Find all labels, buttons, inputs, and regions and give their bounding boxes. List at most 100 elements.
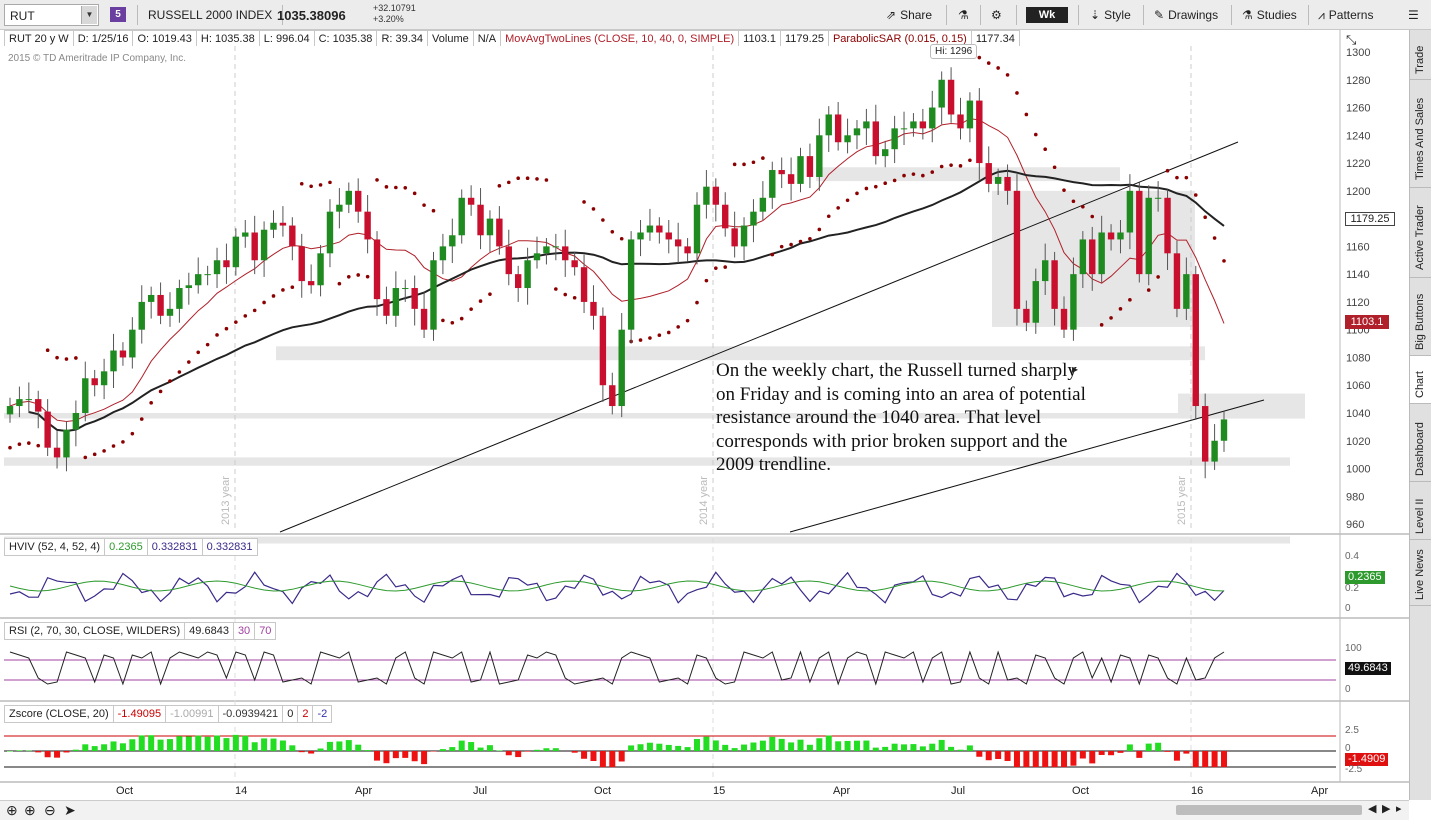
candle-body: [863, 121, 870, 129]
x-label: 15: [713, 785, 726, 797]
candle-body: [72, 412, 80, 430]
symbol-selector[interactable]: RUT ▼: [4, 4, 99, 26]
price-tick-label: 1160: [1346, 241, 1370, 253]
pencil-icon: ✎: [1154, 8, 1165, 22]
drawings-button[interactable]: ✎ Drawings: [1154, 5, 1218, 25]
tab-active-trader[interactable]: Active Trader: [1410, 188, 1431, 278]
candle-body: [411, 288, 418, 309]
tab-live-news[interactable]: Live News: [1410, 540, 1431, 606]
zscore-bar: [891, 743, 898, 751]
link-group-badge[interactable]: 5: [110, 7, 126, 22]
settings-button[interactable]: ⚙: [991, 5, 1006, 25]
sar-dot: [17, 442, 22, 447]
sar-value: 1177.34: [970, 30, 1020, 48]
style-button[interactable]: ⇣ Style: [1090, 5, 1131, 25]
candle-body: [1117, 232, 1124, 240]
zoom-in-icon[interactable]: ⊕: [24, 802, 36, 818]
zscore-bar: [166, 739, 173, 751]
hviv-value-3: 0.332831: [201, 538, 258, 556]
sar-dot: [403, 185, 408, 190]
candle-body: [336, 204, 343, 212]
candle-body: [674, 239, 682, 247]
sar-dot: [55, 355, 59, 360]
aggregation-button[interactable]: Wk: [1026, 7, 1068, 23]
candle-body: [166, 308, 174, 316]
candle-body: [355, 190, 362, 212]
candle-body: [364, 211, 371, 240]
candle-body: [919, 121, 927, 129]
chart-period[interactable]: RUT 20 y W: [4, 30, 74, 48]
collapse-icon[interactable]: ⤡: [1346, 32, 1357, 47]
x-label: Oct: [594, 785, 612, 797]
zscore-bar: [477, 747, 484, 751]
candle-body: [590, 301, 597, 316]
candle-body: [562, 246, 569, 261]
zscore-bar: [1070, 751, 1077, 766]
toolbar-divider: [1231, 5, 1232, 25]
zscore-value-1: -1.49095: [112, 705, 167, 723]
sar-dot: [1005, 73, 1010, 77]
zscore-bar: [223, 738, 230, 751]
share-button[interactable]: ⇗ Share: [886, 5, 932, 25]
chart-annotation[interactable]: On the weekly chart, the Russell turned …: [716, 360, 1086, 475]
zscore-bar: [731, 748, 738, 751]
menu-button[interactable]: ☰: [1408, 5, 1423, 25]
scroll-right-icon[interactable]: ▶: [1382, 803, 1391, 815]
candle-body: [345, 190, 352, 205]
studies-button[interactable]: ⚗ Studies: [1242, 5, 1297, 25]
scroll-end-icon[interactable]: ▸: [1396, 803, 1402, 815]
tab-chart[interactable]: Chart: [1410, 356, 1431, 404]
change-absolute: +32.10791: [373, 3, 416, 13]
slow-ma-badge: 1179.25: [1345, 212, 1395, 226]
flask-button[interactable]: ⚗: [958, 5, 973, 25]
cursor-icon[interactable]: ➤: [64, 802, 76, 818]
chevron-down-icon[interactable]: ▼: [81, 6, 97, 24]
year-label-2013: 2013 year: [220, 476, 232, 525]
zoom-reset-icon[interactable]: ⊕: [6, 802, 18, 818]
zscore-bar: [844, 740, 851, 751]
zoom-out-icon[interactable]: ⊖: [44, 802, 56, 818]
tab-times-and-sales[interactable]: Times And Sales: [1410, 80, 1431, 188]
zscore-bar: [1192, 751, 1199, 768]
zscore-bar: [1136, 751, 1143, 758]
candle-body: [477, 204, 484, 236]
rsi-study-label[interactable]: RSI (2, 70, 30, CLOSE, WILDERS): [4, 622, 186, 640]
zscore-badge: -1.4909: [1345, 753, 1389, 766]
zscore-bar: [185, 736, 192, 751]
toolbar-divider: [1078, 5, 1079, 25]
tab-big-buttons[interactable]: Big Buttons: [1410, 278, 1431, 356]
sar-dot: [714, 266, 718, 270]
x-label: Apr: [1311, 785, 1329, 797]
zscore-bar: [1089, 751, 1096, 764]
hviv-study-label[interactable]: HVIV (52, 4, 52, 4): [4, 538, 106, 556]
sar-dot: [1033, 132, 1038, 137]
sar-dot: [488, 292, 492, 296]
tab-trade[interactable]: Trade: [1410, 30, 1431, 80]
candle-body: [1032, 281, 1039, 323]
candle-body: [900, 128, 908, 130]
zscore-study-label[interactable]: Zscore (CLOSE, 20): [4, 705, 114, 723]
patterns-button[interactable]: ⩘ Patterns: [1318, 5, 1373, 25]
zscore-bar: [599, 751, 606, 768]
zscore-bar: [336, 741, 343, 751]
zscore-bar: [458, 740, 465, 751]
zscore-bar: [901, 744, 908, 751]
sar-dot: [187, 360, 191, 364]
horizontal-scrollbar[interactable]: [1176, 805, 1362, 815]
sar-dot: [497, 184, 502, 188]
tab-level-ii[interactable]: Level II: [1410, 482, 1431, 540]
zscore-bar: [741, 744, 748, 751]
scroll-left-icon[interactable]: ◀: [1368, 803, 1377, 815]
candle-body: [326, 211, 334, 254]
sar-dot: [695, 300, 699, 305]
candle-body: [853, 128, 861, 136]
sar-dot: [356, 273, 361, 277]
sar-dot: [1090, 214, 1095, 219]
sar-dot: [262, 300, 266, 305]
zscore-value-2: -1.00991: [165, 705, 219, 723]
sar-dot: [8, 445, 12, 450]
candle-body: [514, 274, 522, 289]
sar-dot: [855, 191, 859, 196]
sar-dot: [281, 288, 285, 292]
tab-dashboard[interactable]: Dashboard: [1410, 404, 1431, 482]
